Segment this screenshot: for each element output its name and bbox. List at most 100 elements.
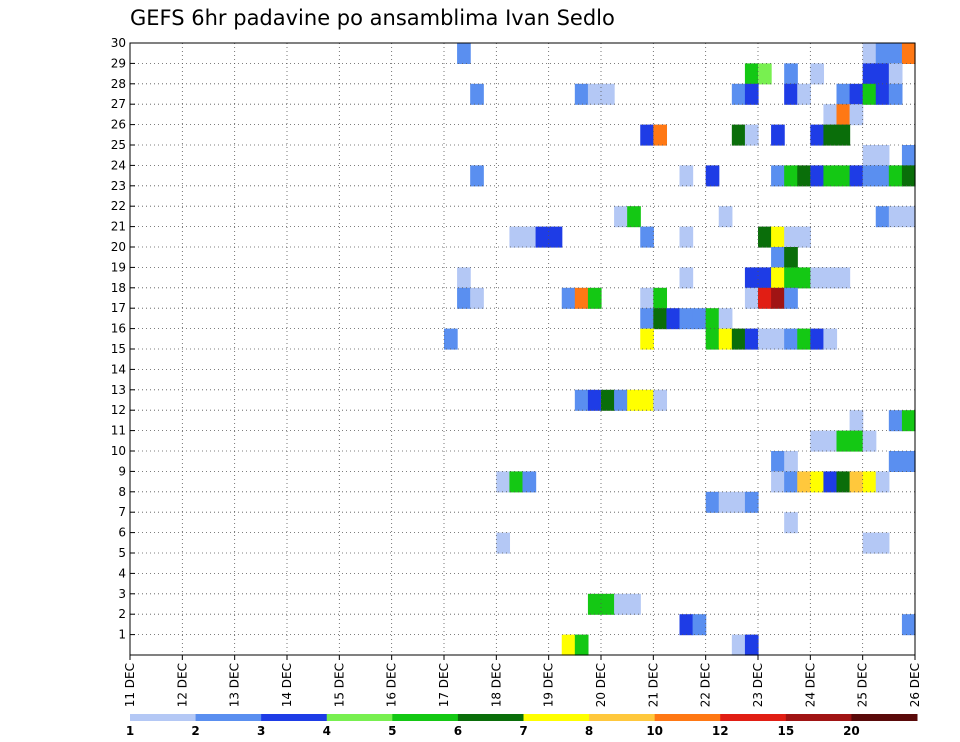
heatmap-cell <box>862 430 877 452</box>
heatmap-cell <box>744 287 759 309</box>
heatmap-cell <box>561 634 576 656</box>
colorbar-label: 5 <box>388 724 396 738</box>
y-tick-label: 10 <box>111 444 126 458</box>
heatmap-cell <box>771 226 785 248</box>
heatmap-cell <box>444 328 458 350</box>
heatmap-cell <box>901 410 916 432</box>
ticks-layer <box>129 42 916 660</box>
heatmap-cell <box>744 491 759 513</box>
heatmap-cell <box>771 124 785 146</box>
heatmap-cell <box>888 63 903 85</box>
colorbar-label: 15 <box>777 724 794 738</box>
y-tick-label: 23 <box>111 179 126 193</box>
colorbar-label: 7 <box>519 724 527 738</box>
heatmap-cell <box>758 226 772 248</box>
heatmap-cell <box>836 83 851 105</box>
heatmap-cell <box>758 287 772 309</box>
heatmap-cell <box>718 491 733 513</box>
heatmap-cell <box>875 145 890 166</box>
heatmap-cell <box>771 267 785 289</box>
heatmap-cell <box>744 63 759 85</box>
heatmap-cell <box>640 287 654 309</box>
y-tick-label: 15 <box>111 342 126 356</box>
cells-layer <box>444 43 916 656</box>
colorbar-segment <box>130 714 197 721</box>
x-tick-label: 16 DEC <box>385 663 399 707</box>
heatmap-cell <box>496 471 511 493</box>
heatmap-cell <box>849 410 864 432</box>
y-tick-label: 3 <box>118 587 126 601</box>
heatmap-cell <box>718 206 733 228</box>
heatmap-cell <box>849 104 864 126</box>
heatmap-cell <box>457 287 471 309</box>
heatmap-cell <box>875 532 890 554</box>
x-tick-label: 11 DEC <box>123 663 137 707</box>
heatmap-cell <box>731 328 746 350</box>
heatmap-cell <box>561 287 576 309</box>
heatmap-cell <box>627 389 641 411</box>
heatmap-cell <box>784 267 798 289</box>
heatmap-cell <box>836 267 851 289</box>
heatmap-cell <box>587 593 602 615</box>
heatmap-cell <box>705 308 720 330</box>
heatmap-cell <box>679 165 694 187</box>
x-tick-label: 17 DEC <box>437 663 451 707</box>
heatmap-cell <box>758 63 772 85</box>
heatmap-cell <box>522 471 537 493</box>
heatmap-cell <box>784 247 798 268</box>
chart-title: GEFS 6hr padavine po ansamblima Ivan Sed… <box>130 6 615 30</box>
heatmap-cell <box>797 83 811 105</box>
heatmap-cell <box>718 328 733 350</box>
heatmap-cell <box>574 83 589 105</box>
heatmap-cell <box>901 43 916 64</box>
heatmap-cell <box>784 226 798 248</box>
heatmap-cell <box>849 430 864 452</box>
heatmap-cell <box>784 63 798 85</box>
heatmap-cell <box>797 226 811 248</box>
heatmap-cell <box>823 165 838 187</box>
heatmap-cell <box>771 451 785 472</box>
heatmap-cell <box>888 165 903 187</box>
y-tick-label: 19 <box>111 260 126 274</box>
y-tick-label: 11 <box>111 424 126 438</box>
y-tick-label: 7 <box>118 505 126 519</box>
heatmap-cell <box>653 389 668 411</box>
colorbar-segment <box>326 714 393 721</box>
y-tick-label: 21 <box>111 220 126 234</box>
y-tick-label: 26 <box>111 118 126 132</box>
heatmap-cell <box>823 267 838 289</box>
heatmap-cell <box>810 63 825 85</box>
heatmap-cell <box>810 430 825 452</box>
heatmap-cell <box>784 512 798 534</box>
heatmap-cell <box>797 328 811 350</box>
y-tick-label: 18 <box>111 281 126 295</box>
y-tick-label: 14 <box>111 362 126 376</box>
heatmap-cell <box>640 124 654 146</box>
y-tick-label: 27 <box>111 97 126 111</box>
colorbar-label: 8 <box>585 724 593 738</box>
heatmap-cell <box>470 287 484 309</box>
heatmap-cell <box>758 328 772 350</box>
heatmap-cell <box>627 593 641 615</box>
heatmap-cell <box>771 165 785 187</box>
heatmap-cell <box>888 410 903 432</box>
heatmap-cell <box>640 389 654 411</box>
heatmap-cell <box>731 634 746 656</box>
y-tick-label: 29 <box>111 56 126 70</box>
heatmap-cell <box>784 287 798 309</box>
heatmap-cell <box>784 471 798 493</box>
y-tick-labels: 1234567891011121314151617181920212223242… <box>111 36 126 642</box>
heatmap-cell <box>823 471 838 493</box>
heatmap-cell <box>653 124 668 146</box>
y-tick-label: 28 <box>111 77 126 91</box>
heatmap-cell <box>836 124 851 146</box>
x-tick-label: 19 DEC <box>542 663 556 707</box>
heatmap-cell <box>875 165 890 187</box>
heatmap-cell <box>810 328 825 350</box>
x-tick-label: 25 DEC <box>856 663 870 707</box>
x-tick-label: 12 DEC <box>175 663 189 707</box>
y-tick-label: 8 <box>118 485 126 499</box>
heatmap-cell <box>901 451 916 472</box>
y-tick-label: 20 <box>111 240 126 254</box>
heatmap-cell <box>758 267 772 289</box>
